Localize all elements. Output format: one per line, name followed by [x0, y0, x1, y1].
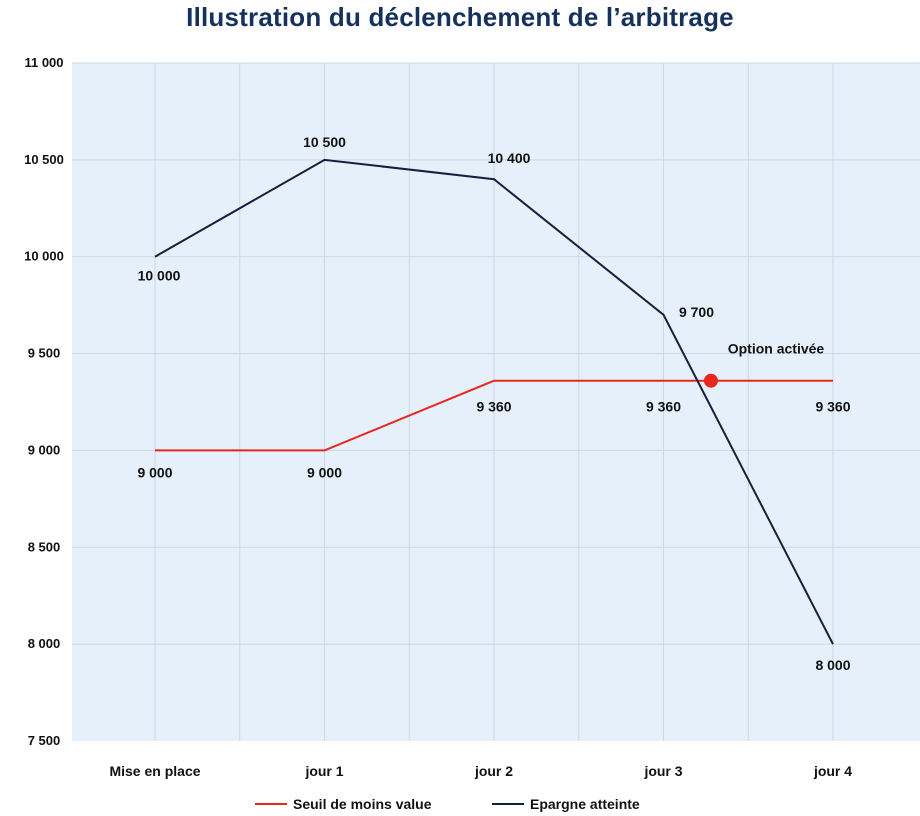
x-tick-label: jour 4 — [813, 763, 852, 779]
series-lines — [154, 158, 834, 645]
annotation-group: Option activée — [703, 341, 825, 388]
series-line-epargne — [154, 158, 834, 645]
data-labels: 9 000 9 000 9 360 9 360 9 360 10 000 10 500 10 … — [137, 134, 850, 673]
y-tick-label: 9 000 — [28, 442, 61, 457]
chart-title: Illustration du déclenchement de l’arbit… — [186, 2, 734, 32]
y-tick-label: 10 500 — [24, 152, 64, 167]
y-tick-label: 11 000 — [24, 55, 63, 70]
y-tick-label: 7 500 — [28, 733, 61, 748]
data-label: 10 500 — [303, 134, 346, 150]
x-tick-label: jour 2 — [474, 763, 513, 779]
data-label: 9 000 — [137, 464, 172, 480]
data-label: 10 000 — [138, 268, 181, 284]
data-label: 9 360 — [476, 399, 511, 415]
intersection-point-marker — [703, 373, 718, 388]
data-label: 9 360 — [815, 399, 850, 415]
data-label: 9 360 — [646, 399, 681, 415]
legend-label: Seuil de moins value — [293, 796, 432, 812]
y-tick-label: 8 000 — [28, 636, 61, 651]
data-label: 9 700 — [679, 304, 714, 320]
y-tick-label: 9 500 — [28, 346, 61, 361]
y-axis-ticks: 7 500 8 000 8 500 9 000 9 500 10 000 10 500 11 … — [24, 55, 64, 748]
legend-label: Epargne atteinte — [530, 796, 640, 812]
grid-lines — [72, 62, 920, 741]
annotation-label: Option activée — [728, 341, 825, 357]
plot-background — [72, 63, 920, 741]
y-tick-label: 8 500 — [28, 539, 61, 554]
legend: Seuil de moins value Epargne atteinte — [255, 796, 640, 812]
data-label: 10 400 — [488, 150, 531, 166]
x-tick-label: jour 3 — [643, 763, 682, 779]
y-tick-label: 10 000 — [24, 249, 64, 264]
x-tick-label: jour 1 — [304, 763, 343, 779]
data-label: 9 000 — [307, 464, 342, 480]
x-axis-ticks: Mise en place jour 1 jour 2 jour 3 jour 4 — [109, 763, 852, 779]
series-line-seuil — [155, 379, 833, 452]
x-tick-label: Mise en place — [109, 763, 200, 779]
data-label: 8 000 — [815, 657, 850, 673]
